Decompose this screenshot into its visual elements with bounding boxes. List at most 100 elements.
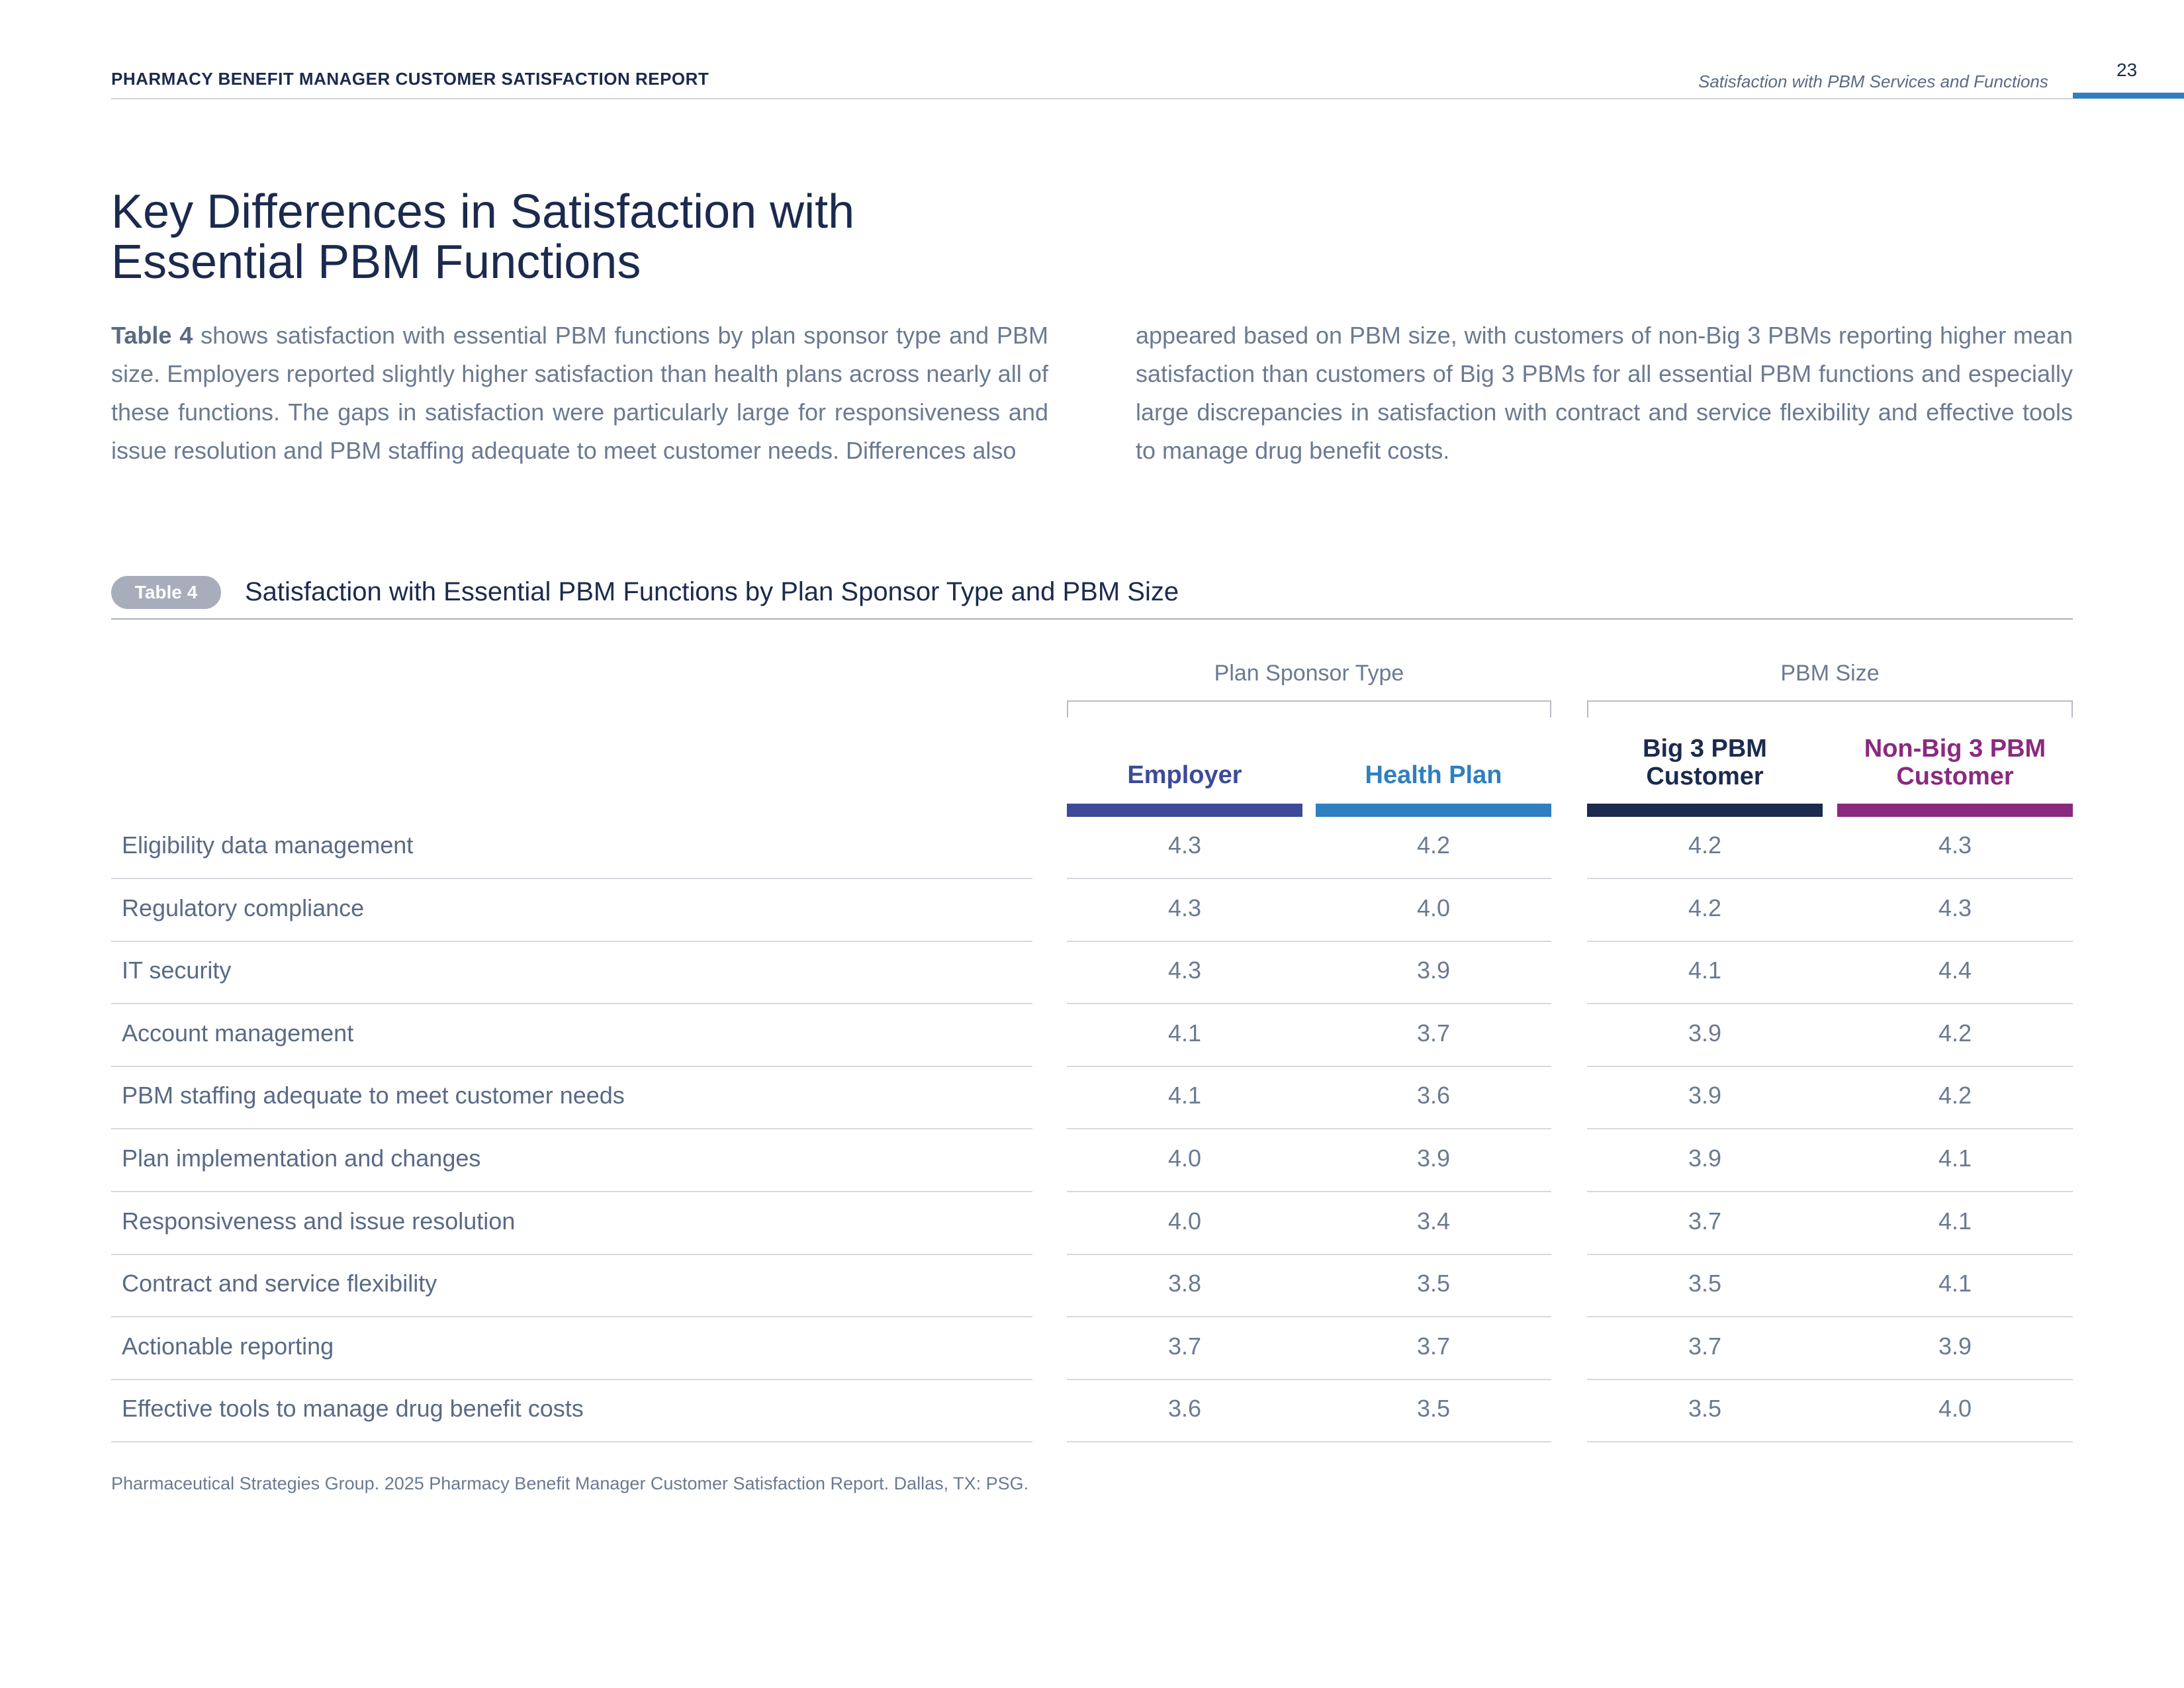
row-divider xyxy=(111,1254,1032,1255)
table-cell: 4.3 xyxy=(1938,831,1972,859)
table-cell: 4.2 xyxy=(1938,1019,1972,1047)
table-cell: 3.9 xyxy=(1938,1333,1972,1360)
table-cell: 4.1 xyxy=(1938,1145,1972,1172)
table-cell: 3.5 xyxy=(1416,1270,1451,1297)
table-cell: 3.5 xyxy=(1688,1270,1722,1297)
row-divider xyxy=(1587,878,2073,879)
column-header-big3: Big 3 PBM Customer xyxy=(1587,735,1823,790)
row-divider xyxy=(1587,1316,2073,1317)
page-number: 23 xyxy=(2116,60,2138,80)
source-citation: Pharmaceutical Strategies Group. 2025 Ph… xyxy=(111,1474,1029,1493)
row-divider xyxy=(1067,1003,1551,1004)
table-cell: 4.0 xyxy=(1167,1145,1202,1172)
row-divider xyxy=(111,941,1032,942)
table-caption: Satisfaction with Essential PBM Function… xyxy=(245,577,1179,606)
table-cell: 3.7 xyxy=(1416,1333,1451,1360)
row-label: IT security xyxy=(122,957,232,984)
table-cell: 4.4 xyxy=(1938,957,1972,984)
row-divider xyxy=(1067,1316,1551,1317)
table-cell: 4.3 xyxy=(1167,957,1202,984)
table-cell: 3.7 xyxy=(1688,1333,1722,1360)
table-cell: 4.1 xyxy=(1167,1019,1202,1047)
header-divider xyxy=(111,98,2073,99)
row-divider xyxy=(111,1003,1032,1004)
row-divider xyxy=(111,1128,1032,1129)
table-cell: 3.9 xyxy=(1688,1082,1722,1109)
row-divider xyxy=(111,1191,1032,1192)
row-divider xyxy=(1587,941,2073,942)
table-cell: 4.0 xyxy=(1938,1395,1972,1422)
row-divider xyxy=(1587,1441,2073,1442)
table-cell: 3.6 xyxy=(1167,1395,1202,1422)
intro-paragraph-left: Table 4 shows satisfaction with essentia… xyxy=(111,316,1048,470)
row-label: Plan implementation and changes xyxy=(122,1145,481,1172)
table-cell: 3.9 xyxy=(1416,957,1451,984)
table-cell: 3.9 xyxy=(1416,1145,1451,1172)
column-header-big3-line1: Big 3 PBM xyxy=(1643,735,1767,763)
row-divider xyxy=(111,1316,1032,1317)
table-cell: 3.9 xyxy=(1688,1019,1722,1047)
table-cell: 3.7 xyxy=(1167,1333,1202,1360)
table-cell: 4.1 xyxy=(1938,1270,1972,1297)
table-cell: 4.1 xyxy=(1167,1082,1202,1109)
group-label-plan-sponsor-type: Plan Sponsor Type xyxy=(1214,661,1404,686)
row-label: Eligibility data management xyxy=(122,831,414,859)
table-cell: 4.1 xyxy=(1688,957,1722,984)
table-cell: 4.2 xyxy=(1416,831,1451,859)
column-header-non-big3-line1: Non-Big 3 PBM xyxy=(1864,735,2046,763)
row-divider xyxy=(1067,1441,1551,1442)
group-label-pbm-size: PBM Size xyxy=(1780,661,1880,686)
row-label: Account management xyxy=(122,1019,354,1047)
column-header-health-plan: Health Plan xyxy=(1365,761,1502,789)
row-label: Regulatory compliance xyxy=(122,894,365,921)
row-divider xyxy=(1067,1191,1551,1192)
row-label: Responsiveness and issue resolution xyxy=(122,1207,516,1235)
row-divider xyxy=(111,878,1032,879)
table-cell: 4.3 xyxy=(1938,894,1972,921)
table-cell: 4.1 xyxy=(1938,1207,1972,1235)
row-label: Effective tools to manage drug benefit c… xyxy=(122,1395,584,1422)
table-reference: Table 4 xyxy=(111,322,193,349)
group-bracket-plan-sponsor-type xyxy=(1067,700,1551,718)
table-cell: 3.6 xyxy=(1416,1082,1451,1109)
row-divider xyxy=(1587,1128,2073,1129)
table-cell: 4.3 xyxy=(1167,894,1202,921)
table-cell: 4.0 xyxy=(1167,1207,1202,1235)
table-cell: 3.7 xyxy=(1416,1019,1451,1047)
row-divider xyxy=(1587,1254,2073,1255)
row-divider xyxy=(1587,1066,2073,1067)
section-name: Satisfaction with PBM Services and Funct… xyxy=(1698,71,2048,91)
row-divider xyxy=(1067,1128,1551,1129)
row-divider xyxy=(111,1066,1032,1067)
table-cell: 4.2 xyxy=(1938,1082,1972,1109)
table-cell: 3.5 xyxy=(1416,1395,1451,1422)
column-header-employer: Employer xyxy=(1127,761,1242,789)
intro-paragraph-right: appeared based on PBM size, with custome… xyxy=(1136,322,2073,464)
row-divider xyxy=(1067,1066,1551,1067)
page-accent-bar xyxy=(2073,93,2184,99)
table-cell: 4.3 xyxy=(1167,831,1202,859)
column-bar-big3 xyxy=(1587,804,1823,817)
column-header-non-big3-line2: Customer xyxy=(1896,763,2014,790)
row-label: Contract and service flexibility xyxy=(122,1270,437,1297)
table-cell: 4.2 xyxy=(1688,831,1722,859)
row-divider xyxy=(1067,941,1551,942)
column-bar-health-plan xyxy=(1316,804,1551,817)
table-cell: 3.4 xyxy=(1416,1207,1451,1235)
report-title: PHARMACY BENEFIT MANAGER CUSTOMER SATISF… xyxy=(111,69,709,89)
table-cell: 3.8 xyxy=(1167,1270,1202,1297)
table-cell: 3.5 xyxy=(1688,1395,1722,1422)
row-divider xyxy=(1067,878,1551,879)
row-divider xyxy=(111,1441,1032,1442)
intro-text-left: shows satisfaction with essential PBM fu… xyxy=(111,322,1048,464)
column-header-big3-line2: Customer xyxy=(1646,763,1764,790)
row-divider xyxy=(1067,1379,1551,1380)
row-divider xyxy=(1067,1254,1551,1255)
page-title: Key Differences in Satisfaction with Ess… xyxy=(111,185,855,289)
row-divider xyxy=(111,1379,1032,1380)
row-divider xyxy=(1587,1379,2073,1380)
row-divider xyxy=(1587,1003,2073,1004)
table-cell: 3.9 xyxy=(1688,1145,1722,1172)
row-divider xyxy=(1587,1191,2073,1192)
table-cell: 3.7 xyxy=(1688,1207,1722,1235)
